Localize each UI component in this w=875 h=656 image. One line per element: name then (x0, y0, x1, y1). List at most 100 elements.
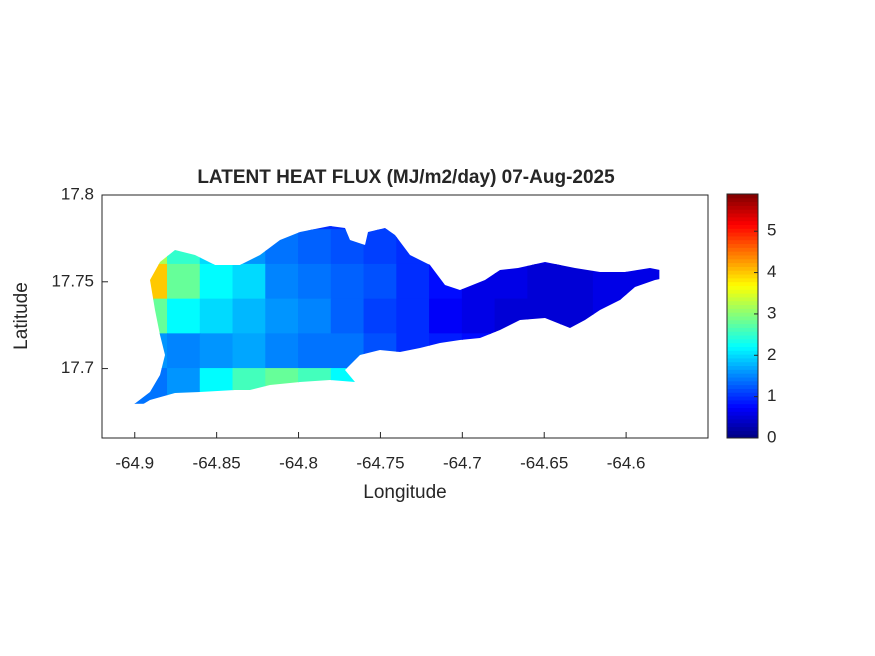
colorbar-swatch (727, 346, 758, 351)
colorbar-swatch (727, 430, 758, 435)
cell (232, 368, 267, 404)
x-tick-label: -64.8 (279, 453, 318, 472)
colorbar-swatch (727, 312, 758, 317)
colorbar-swatch (727, 342, 758, 347)
cell (133, 368, 136, 404)
colorbar-swatch (727, 407, 758, 412)
cell (592, 263, 627, 300)
colorbar-swatch (727, 281, 758, 286)
colorbar-tick-label: 2 (767, 345, 776, 364)
cell (396, 298, 431, 335)
colorbar-swatch (727, 255, 758, 260)
cell (461, 298, 496, 335)
colorbar-swatch (727, 388, 758, 393)
cell (560, 229, 594, 265)
colorbar-swatch (727, 216, 758, 222)
cell (330, 333, 365, 370)
x-tick-label: -64.85 (193, 453, 241, 472)
cell (330, 213, 365, 231)
colorbar-swatch (727, 205, 758, 210)
colorbar-swatch (727, 327, 758, 332)
cell (199, 263, 234, 300)
y-tick-label: 17.7 (61, 358, 94, 377)
cell (396, 263, 431, 300)
cell (199, 298, 234, 335)
colorbar-swatch (727, 331, 758, 336)
cell (199, 333, 234, 370)
cell (298, 333, 332, 370)
colorbar-swatch (727, 247, 758, 252)
cell (363, 368, 398, 404)
colorbar-swatch (727, 377, 758, 382)
colorbar-swatch (727, 316, 758, 321)
colorbar-swatch (727, 289, 758, 294)
colorbar-swatch (727, 304, 758, 309)
cell (363, 229, 398, 265)
colorbar-swatch (727, 251, 758, 256)
cell (527, 229, 562, 265)
colorbar-box (726, 193, 759, 439)
colorbar-swatch (727, 384, 758, 389)
colorbar-swatch (727, 266, 758, 271)
cell (330, 368, 365, 404)
cell (298, 229, 332, 265)
cell (429, 333, 463, 370)
y-axis-label: Latitude (11, 282, 32, 350)
field (133, 213, 690, 404)
cell (134, 229, 169, 265)
colorbar-tick-label: 3 (767, 303, 776, 322)
cell (592, 298, 627, 335)
colorbar-swatch (727, 213, 758, 218)
cell (232, 229, 267, 265)
cell (265, 333, 300, 370)
cell (461, 263, 496, 300)
cell (330, 263, 365, 300)
cell (396, 333, 431, 370)
x-tick-label: -64.65 (520, 453, 568, 472)
cell (199, 229, 234, 265)
cell (167, 333, 201, 370)
cell (363, 263, 398, 300)
colorbar-swatch (727, 392, 758, 397)
cell (298, 298, 332, 335)
colorbar-swatch (727, 293, 758, 298)
cell (461, 229, 496, 265)
cell (461, 333, 496, 370)
colorbar-swatch (727, 228, 758, 233)
colorbar-swatch (727, 350, 758, 355)
colorbar-swatch (727, 258, 758, 264)
cell (265, 298, 300, 335)
colorbar-swatch (727, 277, 758, 283)
colorbar-swatch (727, 434, 758, 439)
colorbar-swatch (727, 197, 758, 203)
cell (298, 263, 332, 300)
x-tick-label: -64.6 (607, 453, 646, 472)
x-tick-label: -64.75 (356, 453, 404, 472)
cell (265, 263, 300, 300)
cell (232, 263, 267, 300)
cell (167, 298, 201, 335)
cell (429, 229, 463, 265)
colorbar-swatch (727, 369, 758, 374)
cell (298, 368, 332, 404)
cell (232, 298, 267, 335)
x-axis-label: Longitude (363, 482, 446, 503)
colorbar-swatch (727, 403, 758, 408)
cell (592, 229, 627, 265)
colorbar-swatch (727, 361, 758, 367)
x-tick-label: -64.7 (443, 453, 482, 472)
y-tick-label: 17.75 (51, 271, 94, 290)
cell (658, 229, 690, 265)
colorbar-swatch (727, 274, 758, 279)
cell (134, 368, 169, 404)
colorbar-tick-label: 4 (767, 262, 776, 281)
cell (429, 263, 463, 300)
colorbar-swatch (727, 426, 758, 431)
colorbar-tick-label: 0 (767, 427, 776, 446)
cell (396, 229, 431, 265)
cell (265, 229, 300, 265)
colorbar-swatch (727, 357, 758, 363)
cell (560, 213, 594, 231)
